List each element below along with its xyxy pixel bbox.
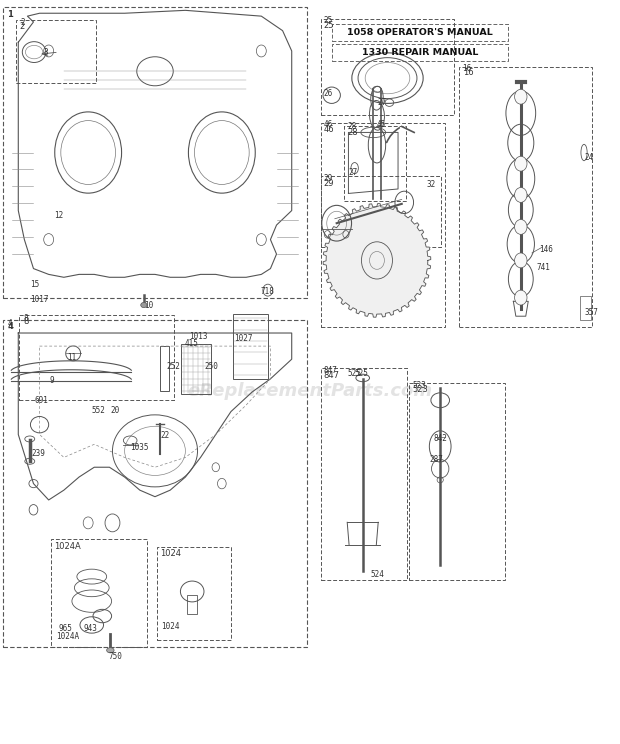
- Text: 146: 146: [539, 245, 553, 254]
- Text: 25: 25: [324, 16, 333, 25]
- Text: 3: 3: [43, 48, 48, 57]
- Circle shape: [515, 187, 527, 202]
- Text: 718: 718: [260, 287, 274, 296]
- Circle shape: [515, 156, 527, 171]
- Text: 4: 4: [7, 322, 13, 331]
- Text: 252: 252: [166, 362, 180, 371]
- Text: 32: 32: [427, 180, 436, 189]
- Ellipse shape: [141, 302, 147, 308]
- Text: 691: 691: [34, 396, 48, 405]
- Text: 1013: 1013: [189, 332, 208, 341]
- Bar: [187, 595, 197, 614]
- Text: 28: 28: [347, 122, 356, 131]
- Text: 1330 REPAIR MANUAL: 1330 REPAIR MANUAL: [362, 48, 478, 57]
- Text: 1024A: 1024A: [56, 632, 79, 641]
- Text: 29: 29: [324, 174, 333, 183]
- Text: 523: 523: [412, 381, 426, 390]
- Bar: [181, 344, 211, 394]
- Text: 26: 26: [324, 89, 333, 97]
- Text: 22: 22: [160, 431, 169, 440]
- Text: 525: 525: [355, 369, 368, 378]
- Bar: [580, 296, 591, 320]
- Text: 29: 29: [324, 179, 334, 187]
- Circle shape: [515, 290, 527, 305]
- Text: 750: 750: [108, 652, 122, 661]
- Text: 741: 741: [536, 263, 550, 272]
- Text: 842: 842: [434, 434, 448, 443]
- Text: 15: 15: [30, 280, 39, 289]
- Text: 415: 415: [185, 339, 198, 348]
- Text: 250: 250: [205, 362, 218, 371]
- Text: 523: 523: [412, 385, 428, 394]
- Text: 524: 524: [371, 570, 384, 579]
- Text: 8: 8: [24, 314, 28, 323]
- Text: 27: 27: [377, 98, 386, 107]
- Text: 1035: 1035: [130, 443, 149, 452]
- Text: 239: 239: [31, 449, 45, 458]
- Ellipse shape: [107, 647, 114, 653]
- Text: 1024: 1024: [160, 549, 181, 558]
- Circle shape: [515, 89, 527, 104]
- Text: 1024: 1024: [161, 622, 180, 631]
- Text: 16: 16: [462, 64, 471, 73]
- Text: 1024A: 1024A: [55, 542, 81, 551]
- Text: 1017: 1017: [30, 295, 48, 304]
- Text: 9: 9: [50, 376, 54, 385]
- Text: 943: 943: [84, 624, 97, 633]
- Text: 11: 11: [67, 353, 76, 362]
- Text: 46: 46: [324, 121, 333, 129]
- Text: 8: 8: [23, 317, 29, 326]
- Text: 45: 45: [377, 121, 386, 129]
- Text: 2: 2: [20, 18, 25, 27]
- Text: 525: 525: [348, 369, 361, 378]
- Text: 1: 1: [7, 10, 13, 19]
- Text: 552: 552: [92, 406, 105, 415]
- Bar: [232, 314, 268, 379]
- Text: 10: 10: [144, 301, 153, 310]
- Circle shape: [515, 253, 527, 268]
- Text: 2: 2: [20, 22, 25, 31]
- Text: 12: 12: [55, 211, 64, 220]
- Text: 27: 27: [348, 168, 358, 177]
- Text: 46: 46: [324, 125, 334, 134]
- Text: 20: 20: [110, 406, 120, 415]
- Text: 28: 28: [347, 128, 358, 137]
- Text: 16: 16: [463, 68, 474, 77]
- Polygon shape: [323, 204, 431, 317]
- Circle shape: [515, 219, 527, 234]
- Text: 4: 4: [8, 319, 12, 328]
- Text: 847: 847: [324, 366, 337, 375]
- Text: 965: 965: [59, 624, 73, 633]
- Text: 847: 847: [324, 371, 340, 379]
- Text: 1027: 1027: [234, 334, 253, 343]
- Text: 287: 287: [429, 455, 443, 464]
- Text: 25: 25: [324, 21, 334, 30]
- Text: 357: 357: [584, 308, 598, 317]
- Text: 1058 OPERATOR'S MANUAL: 1058 OPERATOR'S MANUAL: [347, 28, 493, 37]
- Text: eReplacementParts.com: eReplacementParts.com: [187, 382, 433, 400]
- Text: 24: 24: [584, 153, 593, 162]
- Bar: [160, 346, 169, 391]
